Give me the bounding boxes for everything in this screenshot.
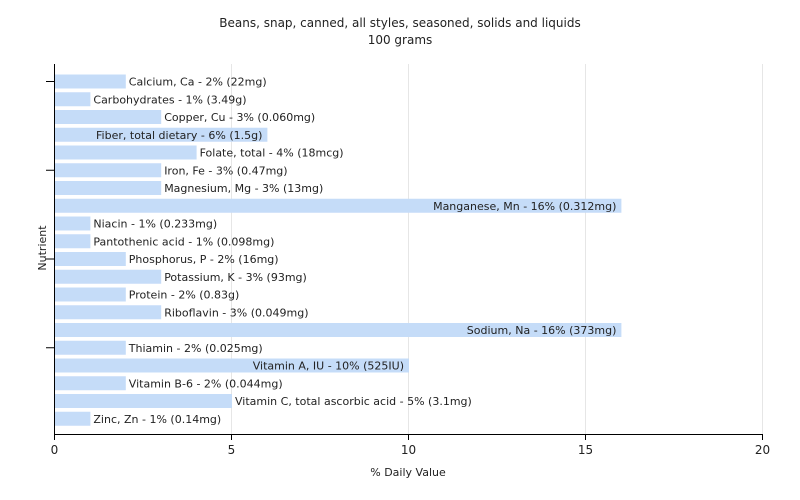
bar-14: [55, 323, 622, 337]
bar-label-3: Fiber, total dietary - 6% (1.5g): [96, 129, 262, 142]
bar-label-12: Protein - 2% (0.83g): [129, 289, 240, 302]
bar-0: [55, 74, 126, 89]
x-tick-label-1: 5: [228, 443, 236, 457]
bar-label-13: Riboflavin - 3% (0.049mg): [164, 306, 308, 319]
bar-label-11: Potassium, K - 3% (93mg): [164, 271, 307, 284]
bar-8: [55, 216, 91, 231]
bar-label-18: Vitamin C, total ascorbic acid - 5% (3.1…: [235, 395, 472, 408]
chart-subtitle: 100 grams: [368, 33, 433, 47]
bar-label-9: Pantothenic acid - 1% (0.098mg): [93, 235, 274, 248]
bar-label-5: Iron, Fe - 3% (0.47mg): [164, 164, 287, 177]
bar-4: [55, 145, 197, 160]
bar-label-8: Niacin - 1% (0.233mg): [93, 218, 217, 231]
bar-12: [55, 287, 126, 302]
bar-9: [55, 234, 91, 249]
bar-label-16: Vitamin A, IU - 10% (525IU): [253, 360, 404, 373]
bar-16: [55, 358, 409, 373]
bar-10: [55, 252, 126, 266]
bar-17: [55, 376, 126, 391]
bar-19: [55, 411, 91, 426]
bars: [55, 74, 622, 426]
bar-label-2: Copper, Cu - 3% (0.060mg): [164, 111, 315, 124]
bar-label-6: Magnesium, Mg - 3% (13mg): [164, 182, 323, 195]
bar-label-10: Phosphorus, P - 2% (16mg): [129, 253, 279, 266]
bar-1: [55, 92, 91, 107]
x-axis-ticks: 0 5 10 15 20: [51, 434, 770, 457]
bar-label-4: Folate, total - 4% (18mcg): [200, 147, 344, 160]
x-tick-label-0: 0: [51, 443, 59, 457]
bar-labels: Calcium, Ca - 2% (22mg) Carbohydrates - 1…: [93, 76, 616, 426]
bar-15: [55, 340, 126, 355]
bar-label-17: Vitamin B-6 - 2% (0.044mg): [129, 377, 283, 390]
bar-7: [55, 198, 622, 213]
bar-11: [55, 269, 162, 284]
bar-label-0: Calcium, Ca - 2% (22mg): [129, 76, 267, 89]
bar-18: [55, 394, 232, 408]
bar-6: [55, 181, 162, 195]
bar-label-15: Thiamin - 2% (0.025mg): [128, 342, 263, 355]
bar-label-7: Manganese, Mn - 16% (0.312mg): [433, 200, 616, 213]
x-tick-label-4: 20: [755, 443, 770, 457]
y-axis-title: Nutrient: [36, 225, 49, 271]
bar-2: [55, 110, 162, 124]
x-axis-title: % Daily Value: [370, 466, 446, 479]
x-tick-label-3: 15: [578, 443, 593, 457]
bar-13: [55, 305, 162, 320]
x-tick-label-2: 10: [401, 443, 416, 457]
bar-3: [55, 127, 268, 142]
bar-5: [55, 163, 162, 178]
bar-label-19: Zinc, Zn - 1% (0.14mg): [93, 413, 221, 426]
y-axis-ticks: [46, 81, 54, 349]
chart-title: Beans, snap, canned, all styles, seasone…: [219, 16, 580, 30]
bar-label-14: Sodium, Na - 16% (373mg): [467, 324, 617, 337]
bar-label-1: Carbohydrates - 1% (3.49g): [93, 93, 246, 106]
